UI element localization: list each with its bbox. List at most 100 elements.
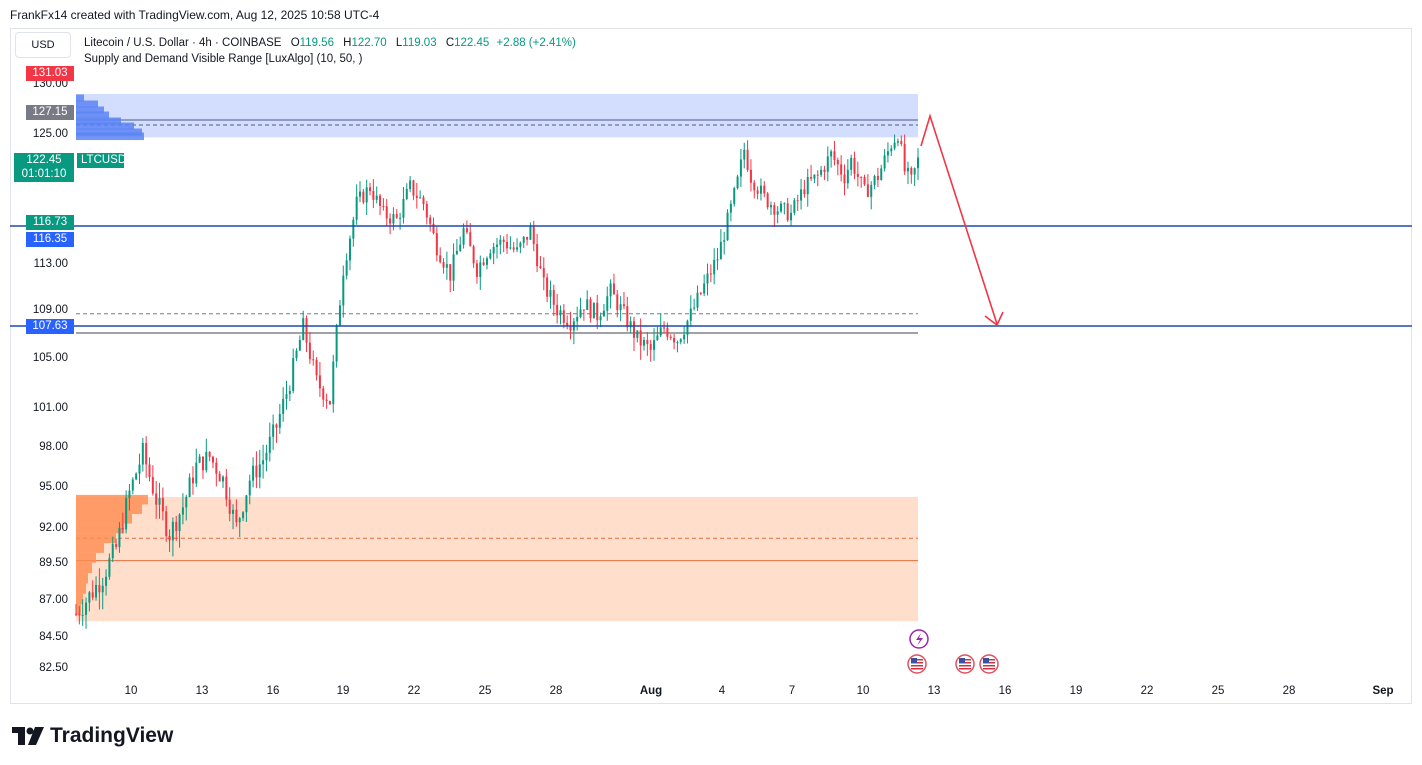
demand-profile-bar — [76, 573, 88, 584]
candle-body — [492, 246, 495, 254]
legend-indicator[interactable]: Supply and Demand Visible Range [LuxAlgo… — [84, 53, 363, 65]
x-tick-label: Aug — [640, 685, 662, 697]
price-tag-lower-level: 107.63 — [26, 319, 74, 334]
candle-body — [906, 167, 909, 172]
candle-body — [359, 191, 362, 197]
candle-body — [198, 456, 201, 463]
candle-body — [148, 464, 151, 478]
candle-body — [472, 246, 475, 264]
candle-body — [158, 497, 161, 505]
candle-body — [302, 318, 305, 340]
x-tick-label: 16 — [267, 685, 280, 697]
candle-body — [101, 585, 104, 593]
candle-body — [135, 473, 138, 480]
demand-profile-bar — [76, 523, 124, 534]
price-tag-level-a: 116.73 — [26, 215, 74, 230]
candle-body — [88, 592, 91, 603]
candle-body — [522, 236, 525, 243]
candle-body — [893, 142, 896, 149]
y-tick-label: 84.50 — [39, 631, 68, 643]
candle-body — [389, 218, 392, 224]
time-axis: 10 13 16 19 22 25 28 Aug 4 7 10 13 16 19 22 25 28 Sep — [125, 685, 1394, 697]
demand-profile-bar — [76, 504, 142, 515]
candle-body — [459, 244, 462, 251]
candle-body — [763, 185, 766, 194]
candle-body — [843, 174, 846, 184]
candle-body — [379, 195, 382, 206]
candle-body — [238, 518, 241, 523]
brand-name: TradingView — [50, 724, 174, 747]
candle-body — [646, 340, 649, 345]
legend-symbol[interactable]: Litecoin / U.S. Dollar · 4h · COINBASE — [84, 37, 282, 49]
candle-body — [783, 203, 786, 205]
candle-body — [195, 462, 198, 484]
candle-body — [225, 476, 228, 500]
candle-body — [840, 164, 843, 175]
candle-body — [736, 176, 739, 189]
candle-body — [833, 151, 836, 160]
us-flag-stripe — [959, 665, 971, 667]
candle-body — [495, 244, 499, 247]
candle-body — [793, 200, 796, 213]
candle-body — [699, 292, 702, 294]
candle-body — [185, 496, 188, 508]
currency-button[interactable]: USD — [15, 32, 71, 58]
candle-body — [429, 217, 432, 224]
candle-body — [455, 250, 458, 255]
arrow-path — [920, 113, 998, 325]
candle-body — [679, 339, 682, 343]
candle-body — [449, 264, 452, 281]
candle-body — [365, 187, 368, 203]
candle-body — [820, 169, 823, 175]
y-tick-label: 98.00 — [39, 441, 68, 453]
candle-body — [415, 195, 418, 198]
candle-body — [155, 493, 158, 505]
arrow-head — [984, 311, 1004, 327]
chart-frame[interactable] — [10, 28, 1412, 704]
candle-body — [228, 499, 231, 514]
candle-body — [141, 443, 144, 465]
event-icons-layer — [907, 629, 999, 674]
x-tick-label: 16 — [999, 685, 1012, 697]
tradingview-logo-icon — [12, 727, 44, 745]
zones-layer — [76, 94, 918, 622]
demand-profile-bar — [76, 514, 132, 524]
candle-body — [465, 228, 468, 233]
legend-low: 119.03 — [402, 37, 437, 49]
candle-body — [248, 480, 251, 496]
candle-body — [566, 322, 569, 326]
candle-body — [649, 344, 652, 350]
candle-body — [211, 456, 214, 463]
candle-body — [639, 330, 642, 346]
candle-body — [188, 477, 191, 497]
chart-legend: Litecoin / U.S. Dollar · 4h · COINBASE O… — [84, 35, 576, 67]
candle-body — [706, 273, 709, 284]
candle-body — [479, 262, 482, 277]
candle-body — [509, 247, 512, 249]
candle-body — [696, 292, 699, 308]
candle-body — [749, 169, 752, 183]
candle-body — [582, 309, 585, 311]
candle-body — [506, 241, 509, 249]
candle-body — [636, 330, 639, 338]
candle-body — [85, 602, 88, 615]
candle-body — [308, 342, 311, 360]
candle-body — [278, 413, 281, 428]
candle-body — [673, 337, 676, 343]
candle-body — [145, 443, 148, 465]
candle-body — [546, 277, 549, 297]
candle-body — [105, 576, 108, 586]
candle-body — [549, 290, 552, 297]
candle-body — [95, 584, 98, 598]
candle-body — [846, 169, 849, 184]
x-tick-label: 10 — [857, 685, 870, 697]
x-tick-label: 4 — [719, 685, 726, 697]
candle-body — [345, 260, 348, 276]
demand-zone — [76, 496, 918, 622]
tradingview-logo[interactable]: TradingView — [12, 724, 173, 748]
y-tick-label: 125.00 — [33, 128, 68, 140]
demand-profile-bar — [76, 494, 148, 505]
candle-body — [151, 477, 154, 494]
candle-body — [489, 253, 492, 259]
